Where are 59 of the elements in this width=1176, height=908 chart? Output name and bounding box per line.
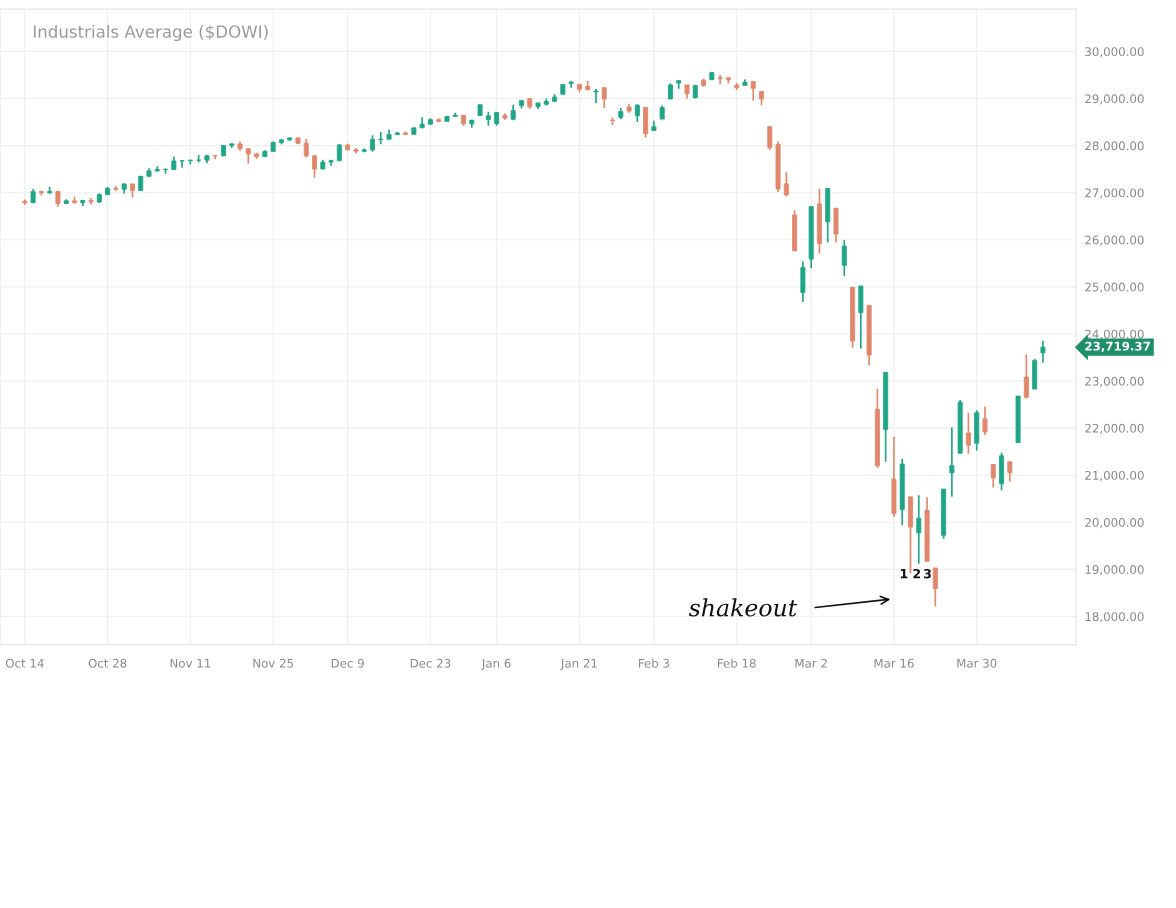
x-tick-label: Jan 6 xyxy=(481,658,511,670)
x-tick-label: Feb 3 xyxy=(638,658,670,668)
candlestick xyxy=(204,154,210,164)
text: 23,719.37 xyxy=(1085,341,1150,353)
annotation: shakeout xyxy=(688,598,798,617)
candlestick xyxy=(742,78,748,87)
y-tick-label: 28,000.00 xyxy=(1085,141,1144,152)
annotation: 1 xyxy=(900,569,908,579)
candlestick xyxy=(411,126,417,136)
y-tick-label: 20,000.00 xyxy=(1085,517,1144,529)
candlestick xyxy=(651,119,657,132)
x-tick-label: Dec 23 xyxy=(410,658,451,668)
candlestick xyxy=(361,147,367,154)
candlestick xyxy=(287,136,293,142)
candlestick xyxy=(444,115,450,123)
annotation: 3 xyxy=(924,568,931,579)
y-tick-label: 22,000.00 xyxy=(1085,423,1144,434)
candlestick xyxy=(146,167,152,178)
x-tick-label: Nov 11 xyxy=(170,658,211,668)
candlestick xyxy=(328,158,334,167)
y-tick-label: 30,000.00 xyxy=(1085,47,1144,58)
candlestick xyxy=(353,147,359,154)
candlestick xyxy=(535,101,541,110)
x-tick-label: Jan 21 xyxy=(560,658,597,670)
y-tick-label: 21,000.00 xyxy=(1085,470,1144,482)
candlestick xyxy=(502,112,508,121)
candlestick xyxy=(212,154,218,161)
annotation: 2 xyxy=(913,568,921,579)
y-tick-label: 19,000.00 xyxy=(1085,565,1144,576)
candlestick xyxy=(593,88,599,105)
y-tick-label: 24,000.00 xyxy=(1085,329,1144,340)
x-tick-label: Oct 28 xyxy=(88,658,127,668)
candlestick xyxy=(295,136,301,146)
x-tick-label: Dec 9 xyxy=(331,658,364,668)
x-tick-label: Mar 16 xyxy=(874,658,914,668)
candlestick xyxy=(113,184,119,192)
candlestick xyxy=(63,198,69,205)
text: Industrials Average ($DOWI) xyxy=(33,24,268,42)
candlestick xyxy=(320,158,326,170)
candlestick xyxy=(717,74,723,86)
y-tick-label: 27,000.00 xyxy=(1085,188,1144,199)
candlestick xyxy=(419,116,425,129)
candlestick xyxy=(469,118,475,129)
candlestick xyxy=(179,159,185,169)
y-tick-label: 18,000.00 xyxy=(1085,612,1144,623)
candlestick xyxy=(154,165,160,173)
candlestick xyxy=(626,102,632,114)
x-tick-label: Mar 30 xyxy=(957,658,997,668)
x-tick-label: Nov 25 xyxy=(253,658,294,668)
candlestick xyxy=(88,197,94,206)
y-tick-label: 25,000.00 xyxy=(1085,282,1144,293)
y-tick-label: 26,000.00 xyxy=(1085,235,1144,246)
y-tick-label: 29,000.00 xyxy=(1085,94,1144,105)
x-tick-label: Feb 18 xyxy=(717,658,756,668)
y-tick-label: 23,000.00 xyxy=(1085,376,1144,387)
candlestick xyxy=(386,128,392,141)
x-tick-label: Mar 2 xyxy=(795,658,827,668)
candlestick xyxy=(121,182,127,195)
x-tick-label: Oct 14 xyxy=(5,658,44,668)
